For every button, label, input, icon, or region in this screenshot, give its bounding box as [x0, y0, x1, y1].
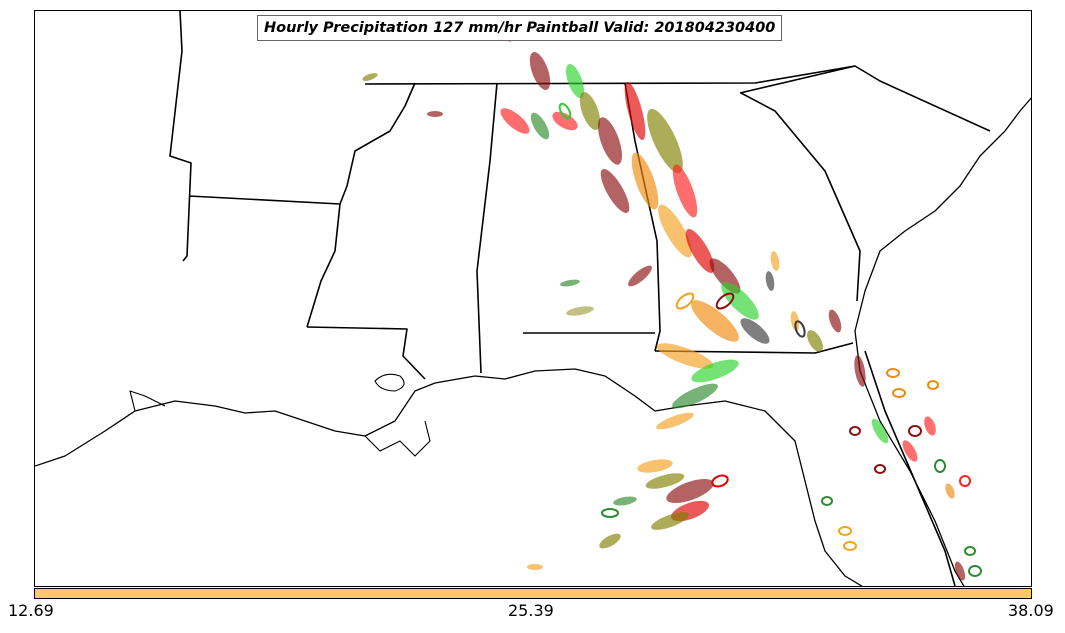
border-mississippi-river [306, 82, 416, 328]
paintball-blob [945, 483, 955, 499]
paintball-blob [871, 418, 889, 444]
paintball-ring [849, 426, 861, 436]
paintball-blob [807, 330, 823, 352]
paintball-ring [838, 526, 852, 536]
paintball-blob [613, 496, 637, 506]
border-ar-la [188, 195, 341, 205]
coastline-atlantic [854, 97, 1031, 586]
paintball-blob [637, 459, 673, 473]
paintball-blob [666, 478, 714, 504]
paintball-blob [924, 416, 936, 436]
paintball-ring [908, 425, 922, 437]
border-ms-al [476, 82, 498, 374]
paintball-blob [565, 63, 585, 99]
paintball-blob [656, 343, 714, 369]
paintball-blob [647, 108, 683, 174]
paintball-ring [892, 388, 906, 398]
paintball-blob [500, 108, 530, 134]
paintball-blob [658, 204, 692, 258]
paintball-blob [854, 355, 866, 387]
paintball-blob [624, 81, 646, 141]
paintball-ring [874, 464, 886, 474]
colorbar-tick-label: 38.09 [1008, 601, 1054, 620]
paintball-blob [600, 168, 630, 214]
paintball-ring [675, 292, 695, 310]
paintball-blob [552, 111, 578, 131]
border-nc-sc [739, 65, 991, 132]
paintball-blob [685, 228, 715, 274]
colorbar-tick-label: 12.69 [8, 601, 54, 620]
paintball-blob [672, 383, 718, 409]
paintball-blob [740, 318, 770, 344]
paintball-blob [645, 473, 685, 489]
paintball-blob [530, 112, 550, 140]
map-canvas [35, 11, 1031, 586]
paintball-ring [715, 292, 735, 310]
border-ms-la [306, 326, 426, 380]
border-fl-peninsula-inner [864, 350, 956, 586]
border-ok-tx-ar [169, 11, 192, 262]
border-ga-fl [654, 342, 854, 354]
paintball-ring [964, 546, 976, 556]
coastline-louisiana [129, 390, 431, 457]
paintball-blob [427, 111, 443, 117]
paintball-blob [527, 564, 543, 570]
paintball-blob [579, 92, 601, 130]
paintball-blob [691, 359, 739, 383]
paintball-ring [794, 320, 806, 338]
paintball-ring [843, 541, 857, 551]
precipitation-paintball-layer [362, 20, 982, 581]
paintball-ring [821, 496, 833, 506]
paintball-blob [954, 561, 966, 581]
coastline-gulf [35, 368, 863, 586]
paintball-blob [765, 271, 775, 291]
border-ga-sc [740, 92, 861, 302]
paintball-ring [959, 475, 971, 487]
paintball-blob [770, 251, 780, 271]
paintball-ring [601, 508, 619, 518]
paintball-blob [691, 300, 739, 342]
paintball-blob [560, 279, 580, 287]
paintball-blob [672, 164, 698, 218]
map-panel [34, 10, 1032, 587]
map-title: Hourly Precipitation 127 mm/hr Paintball… [257, 15, 783, 41]
paintball-blob [362, 73, 378, 81]
paintball-blob [566, 306, 594, 316]
paintball-ring [711, 474, 729, 488]
paintball-blob [599, 533, 621, 549]
paintball-blob [721, 282, 759, 320]
paintball-blob [597, 117, 623, 165]
paintball-blob [902, 440, 918, 462]
paintball-blob [529, 52, 551, 90]
paintball-blob [790, 311, 800, 331]
lake-pontchartrain [374, 373, 405, 392]
paintball-blob [828, 309, 842, 333]
paintball-ring [968, 565, 982, 577]
colorbar [34, 588, 1032, 599]
paintball-blob [631, 152, 659, 210]
paintball-ring [886, 368, 900, 378]
paintball-ring [934, 459, 946, 473]
paintball-blob [651, 512, 689, 530]
paintball-ring [927, 380, 939, 390]
paintball-ring [558, 102, 572, 120]
border-tn-north [364, 65, 856, 85]
paintball-blob [628, 265, 652, 287]
colorbar-tick-label: 25.39 [508, 601, 554, 620]
paintball-blob [656, 412, 694, 430]
